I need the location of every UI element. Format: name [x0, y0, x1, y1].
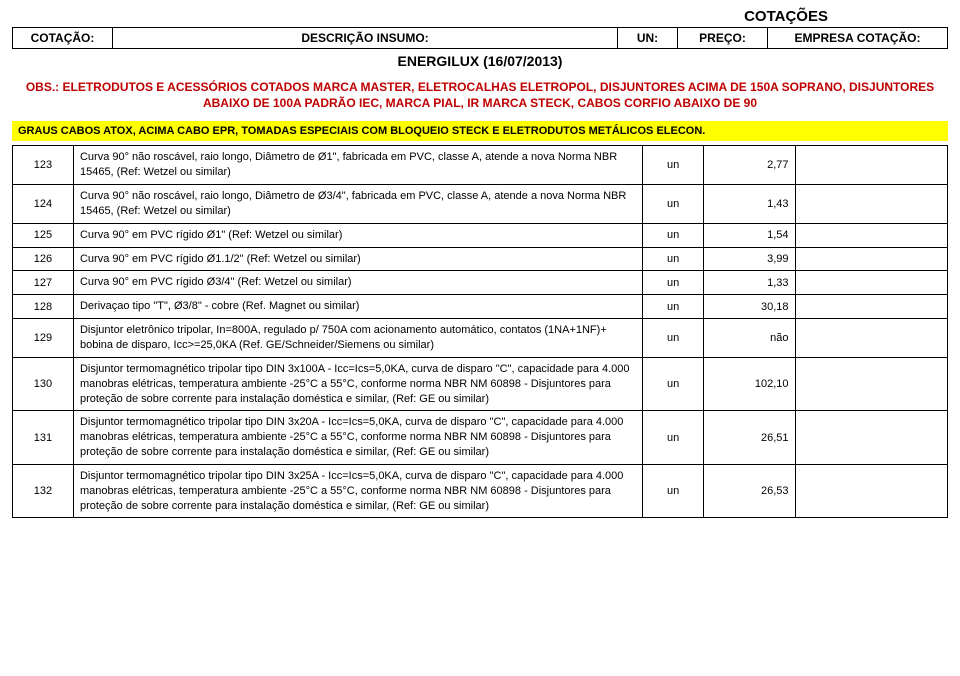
- cell-un: un: [643, 146, 704, 185]
- header-descricao: DESCRIÇÃO INSUMO:: [113, 28, 618, 49]
- table-row: 130Disjuntor termomagnético tripolar tip…: [13, 357, 948, 411]
- cell-price: 1,54: [704, 223, 795, 247]
- cell-desc: Curva 90° não roscável, raio longo, Diâm…: [73, 185, 642, 224]
- header-cotacao: COTAÇÃO:: [13, 28, 113, 49]
- table-row: 129Disjuntor eletrônico tripolar, In=800…: [13, 319, 948, 358]
- cell-price: 102,10: [704, 357, 795, 411]
- cell-price: 26,53: [704, 464, 795, 518]
- cell-empresa: [795, 319, 947, 358]
- cell-desc: Disjuntor termomagnético tripolar tipo D…: [73, 357, 642, 411]
- subheader: ENERGILUX (16/07/2013): [12, 49, 948, 79]
- table-row: 125Curva 90° em PVC rígido Ø1" (Ref: Wet…: [13, 223, 948, 247]
- header-empresa: EMPRESA COTAÇÃO:: [768, 28, 948, 49]
- cell-desc: Curva 90° em PVC rígido Ø1" (Ref: Wetzel…: [73, 223, 642, 247]
- cell-price: 3,99: [704, 247, 795, 271]
- cell-un: un: [643, 247, 704, 271]
- cell-id: 130: [13, 357, 74, 411]
- cell-desc: Curva 90° em PVC rígido Ø1.1/2" (Ref: We…: [73, 247, 642, 271]
- cell-un: un: [643, 185, 704, 224]
- cell-id: 125: [13, 223, 74, 247]
- cell-un: un: [643, 411, 704, 465]
- header-table: COTAÇÃO: DESCRIÇÃO INSUMO: UN: PREÇO: EM…: [12, 27, 948, 49]
- cell-desc: Disjuntor eletrônico tripolar, In=800A, …: [73, 319, 642, 358]
- cell-empresa: [795, 464, 947, 518]
- cell-id: 124: [13, 185, 74, 224]
- cell-desc: Curva 90° em PVC rígido Ø3/4" (Ref: Wetz…: [73, 271, 642, 295]
- cell-desc: Disjuntor termomagnético tripolar tipo D…: [73, 464, 642, 518]
- cell-price: 1,43: [704, 185, 795, 224]
- page-title: COTAÇÕES: [12, 8, 948, 25]
- cell-empresa: [795, 146, 947, 185]
- cell-empresa: [795, 411, 947, 465]
- cell-empresa: [795, 357, 947, 411]
- cell-desc: Disjuntor termomagnético tripolar tipo D…: [73, 411, 642, 465]
- cell-id: 129: [13, 319, 74, 358]
- cell-id: 127: [13, 271, 74, 295]
- cell-un: un: [643, 357, 704, 411]
- page-root: COTAÇÕES COTAÇÃO: DESCRIÇÃO INSUMO: UN: …: [0, 0, 960, 526]
- cell-price: 26,51: [704, 411, 795, 465]
- cell-empresa: [795, 271, 947, 295]
- cell-empresa: [795, 185, 947, 224]
- obs-note: OBS.: ELETRODUTOS E ACESSÓRIOS COTADOS M…: [12, 79, 948, 121]
- table-row: 132Disjuntor termomagnético tripolar tip…: [13, 464, 948, 518]
- cell-un: un: [643, 319, 704, 358]
- cell-id: 131: [13, 411, 74, 465]
- cell-un: un: [643, 271, 704, 295]
- cell-id: 123: [13, 146, 74, 185]
- cell-un: un: [643, 464, 704, 518]
- cell-price: 1,33: [704, 271, 795, 295]
- table-row: 127Curva 90° em PVC rígido Ø3/4" (Ref: W…: [13, 271, 948, 295]
- cell-price: 2,77: [704, 146, 795, 185]
- header-un: UN:: [618, 28, 678, 49]
- table-row: 123Curva 90° não roscável, raio longo, D…: [13, 146, 948, 185]
- cell-un: un: [643, 223, 704, 247]
- cell-desc: Curva 90° não roscável, raio longo, Diâm…: [73, 146, 642, 185]
- cell-un: un: [643, 295, 704, 319]
- cell-id: 128: [13, 295, 74, 319]
- cell-price: 30,18: [704, 295, 795, 319]
- cell-empresa: [795, 295, 947, 319]
- cell-empresa: [795, 223, 947, 247]
- section-band: GRAUS CABOS ATOX, ACIMA CABO EPR, TOMADA…: [12, 121, 948, 141]
- table-row: 126Curva 90° em PVC rígido Ø1.1/2" (Ref:…: [13, 247, 948, 271]
- cell-id: 132: [13, 464, 74, 518]
- table-row: 131Disjuntor termomagnético tripolar tip…: [13, 411, 948, 465]
- cell-id: 126: [13, 247, 74, 271]
- cell-desc: Derivaçao tipo "T", Ø3/8" - cobre (Ref. …: [73, 295, 642, 319]
- cell-price: não: [704, 319, 795, 358]
- data-table: 123Curva 90° não roscável, raio longo, D…: [12, 145, 948, 518]
- cell-empresa: [795, 247, 947, 271]
- table-row: 124Curva 90° não roscável, raio longo, D…: [13, 185, 948, 224]
- table-row: 128Derivaçao tipo "T", Ø3/8" - cobre (Re…: [13, 295, 948, 319]
- header-preco: PREÇO:: [678, 28, 768, 49]
